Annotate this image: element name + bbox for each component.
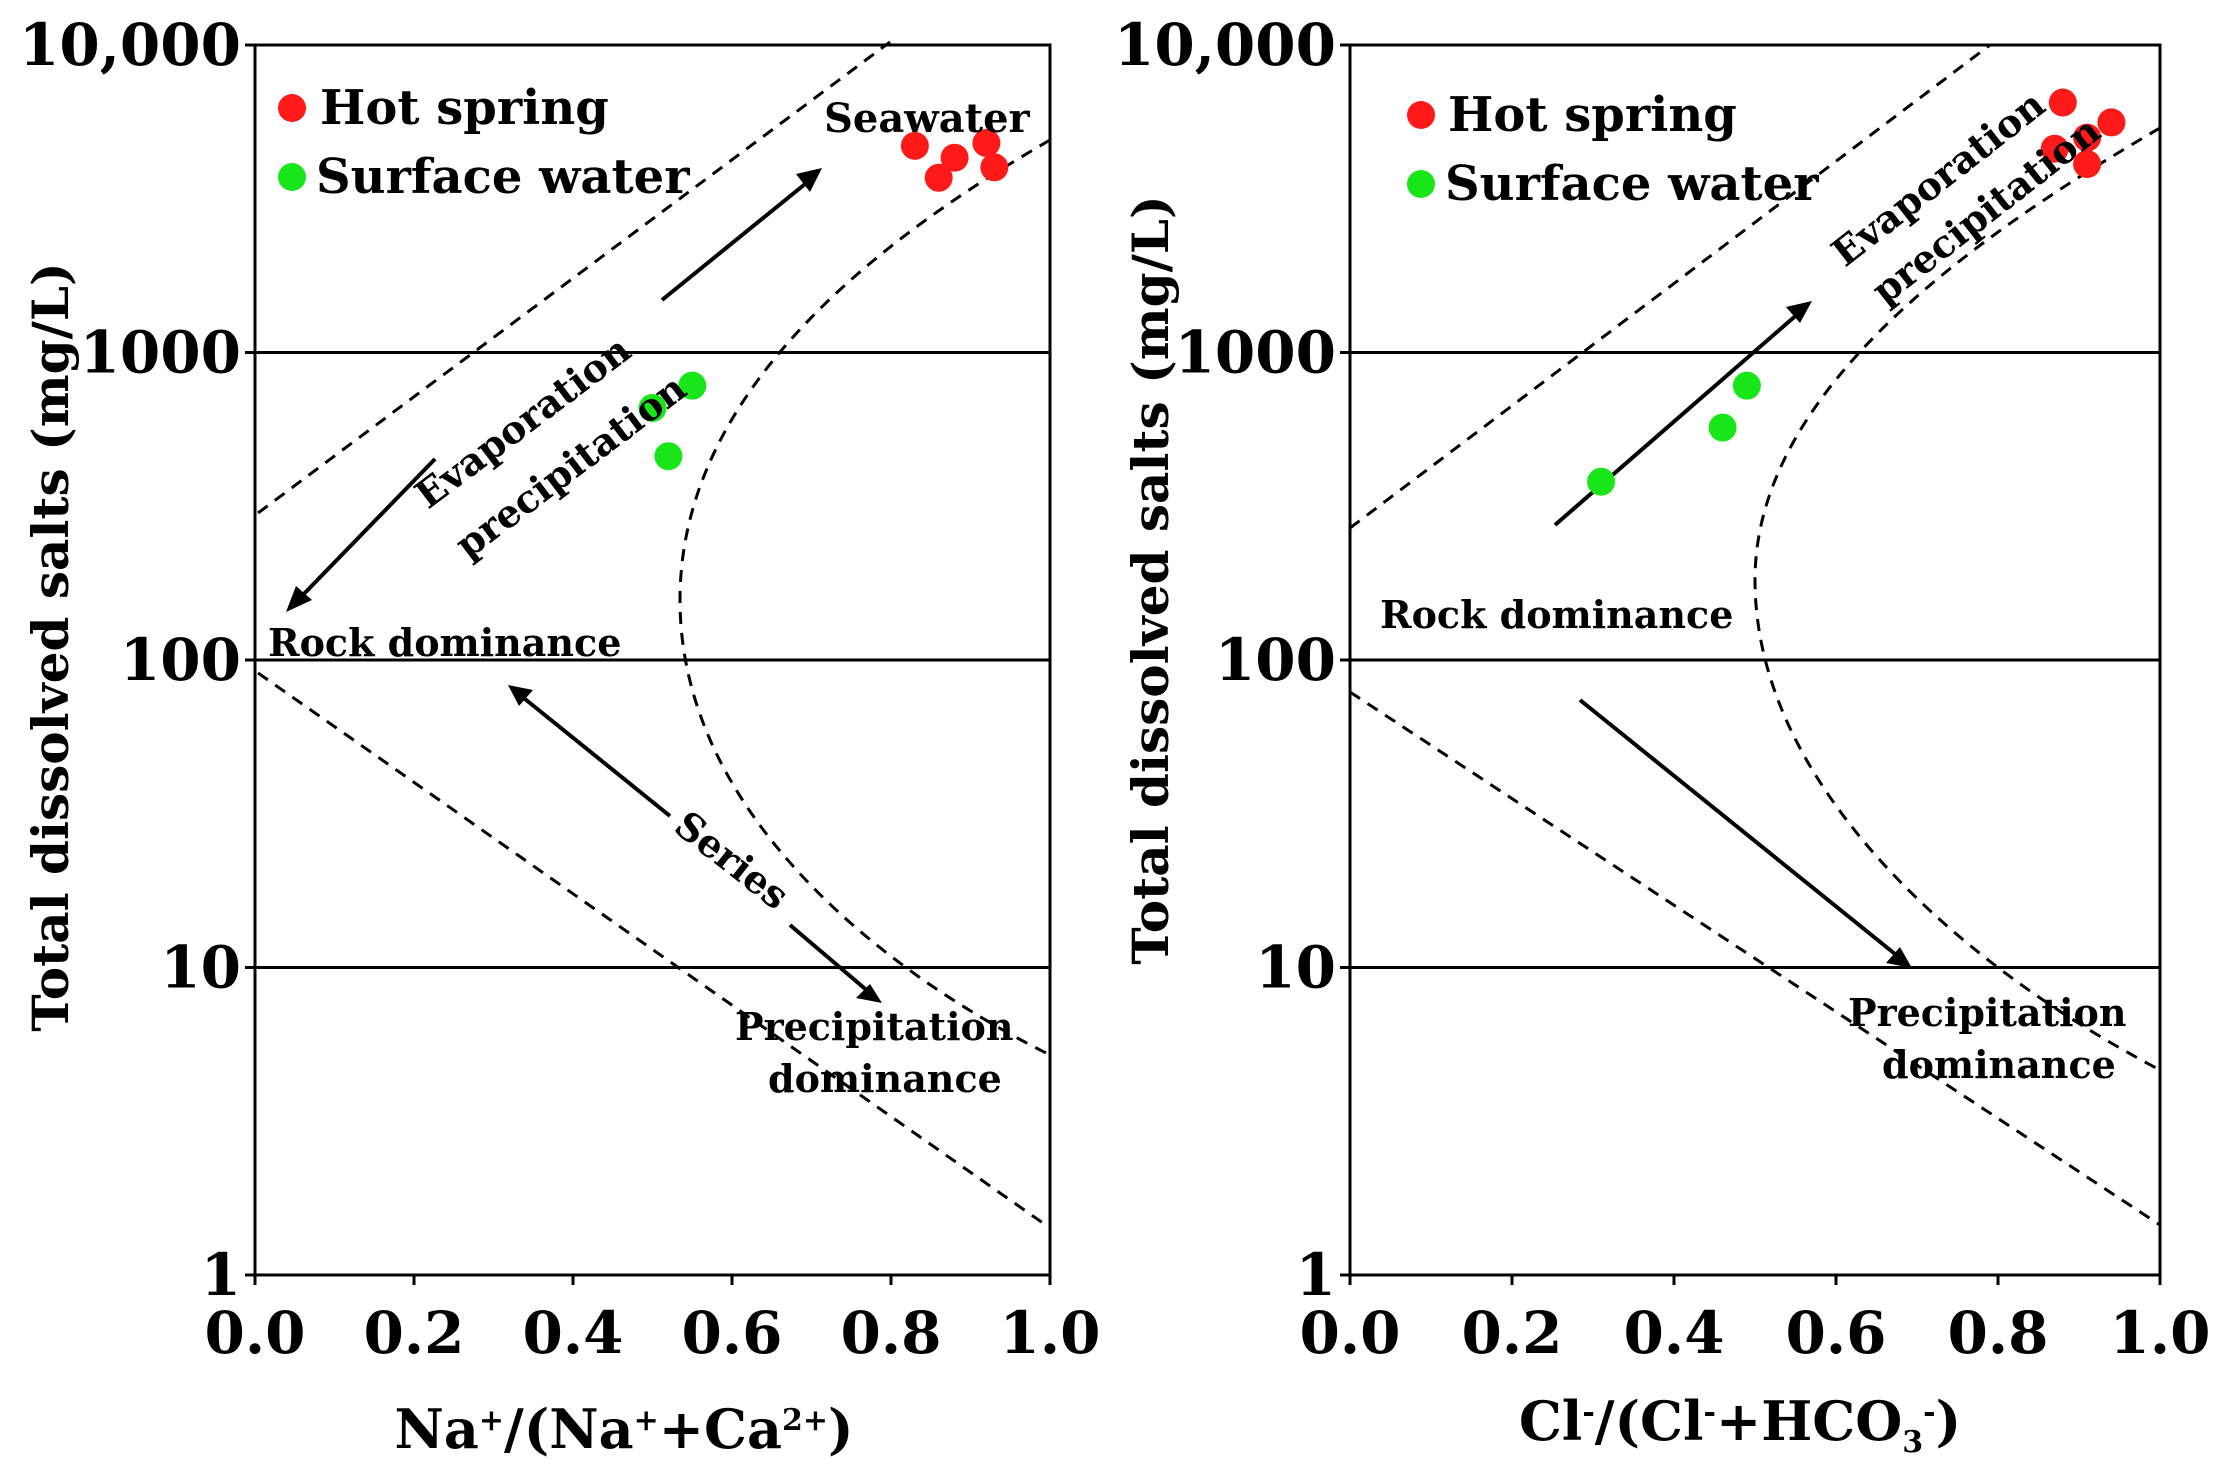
left-arrowhead-up (796, 168, 822, 192)
right-legend-surface-water-marker (1407, 170, 1435, 198)
right-x-tick-label: 0.6 (1786, 1299, 1887, 1367)
left-upper-boundary-line (257, 40, 891, 515)
left-legend-hot-spring-label: Hot spring (320, 80, 609, 136)
left-x-tick-label: 0.6 (682, 1299, 783, 1367)
right-annotation-precipitation-dominance-2: dominance (1882, 1042, 2116, 1087)
left-annotation-series: Series (666, 802, 797, 919)
left-hot-spring-point (900, 131, 929, 160)
left-hot-spring-point (924, 163, 953, 192)
right-inner-boundary-curve (1753, 126, 2161, 1072)
right-legend-surface-water-label: Surface water (1445, 156, 1819, 212)
right-legend: Hot spring Surface water (1407, 87, 1819, 212)
left-legend-surface-water-marker (278, 163, 306, 191)
left-annotation-rock-dominance: Rock dominance (268, 620, 621, 665)
right-surface-water-point (1587, 467, 1616, 496)
left-arrowhead-precip (856, 984, 882, 1003)
left-surface-water-point (654, 442, 683, 471)
left-arrow-series-up (518, 693, 672, 818)
right-x-axis-label: Cl-/(Cl-+HCO3-) (1519, 1389, 1961, 1460)
right-hot-spring-point (2073, 123, 2102, 152)
right-arrow-precipitation-down (1578, 698, 1902, 960)
left-tick-marks (245, 43, 1052, 1285)
right-y-tick-label: 10 (1255, 934, 1336, 1002)
left-hot-spring-point (940, 143, 969, 172)
left-x-axis-label: Na+/(Na++Ca2+) (394, 1397, 853, 1461)
right-surface-water-point (1732, 371, 1761, 400)
right-y-tick-label: 1000 (1175, 319, 1336, 387)
left-lower-boundary-line (257, 671, 1051, 1230)
right-tick-labels: 0.0 0.2 0.4 0.6 0.8 1.0 1 10 100 1000 10,000 (1114, 11, 2210, 1367)
left-annotation-seawater: Seawater (824, 95, 1031, 142)
right-y-axis-label: Total dissolved salts (mg/L) (1121, 195, 1180, 964)
left-envelope-curves (257, 40, 1051, 1230)
right-annotation-precipitation-dominance-1: Precipitation (1848, 990, 2127, 1035)
right-arrowhead-up (1786, 301, 1812, 323)
left-arrowhead-series (508, 685, 533, 706)
left-surface-water-point (678, 371, 707, 400)
right-annotation-rock-dominance: Rock dominance (1380, 592, 1733, 637)
left-y-tick-label: 10 (160, 934, 241, 1002)
left-arrow-evaporation-up (660, 178, 812, 302)
right-reference-lines (1350, 351, 2160, 969)
left-legend-surface-water-label: Surface water (316, 149, 690, 205)
right-x-tick-label: 0.0 (1300, 1299, 1401, 1367)
left-arrow-rock-down (296, 457, 437, 602)
right-surface-water-point (1708, 413, 1737, 442)
left-tick-labels: 0.0 0.2 0.4 0.6 0.8 1.0 1 10 100 1000 10,000 (19, 11, 1100, 1367)
left-x-tick-label: 0.8 (841, 1299, 942, 1367)
left-inner-boundary-curve (678, 138, 1051, 1057)
right-plot-frame (1348, 43, 2162, 1277)
right-x-tick-label: 0.4 (1624, 1299, 1725, 1367)
left-x-tick-label: 0.2 (364, 1299, 465, 1367)
right-y-tick-label: 100 (1215, 626, 1336, 694)
left-y-tick-label: 1000 (80, 319, 241, 387)
right-hot-spring-point (2073, 150, 2102, 179)
right-envelope-curves (1349, 43, 2161, 1227)
left-y-tick-label: 1 (201, 1241, 241, 1309)
left-hot-spring-point (972, 129, 1001, 158)
left-x-tick-label: 0.0 (205, 1299, 306, 1367)
right-hot-spring-point (2097, 108, 2126, 137)
right-x-tick-label: 1.0 (2110, 1299, 2211, 1367)
left-arrow-series-down (788, 923, 872, 995)
right-tick-marks (1340, 43, 2162, 1285)
left-hot-spring-point (980, 153, 1009, 182)
right-data-points (1587, 88, 2126, 496)
right-x-tick-label: 0.2 (1462, 1299, 1563, 1367)
right-y-tick-label: 1 (1296, 1241, 1336, 1309)
left-arrows (286, 168, 882, 1003)
left-arrowhead-down (286, 586, 312, 612)
right-upper-boundary-line (1349, 43, 1991, 530)
left-x-tick-label: 0.4 (523, 1299, 624, 1367)
left-legend: Hot spring Surface water (278, 80, 690, 205)
right-legend-hot-spring-label: Hot spring (1448, 87, 1737, 143)
left-annotation-precipitation-dominance-1: Precipitation (735, 1004, 1014, 1049)
right-chart-panel: 0.0 0.2 0.4 0.6 0.8 1.0 1 10 100 1000 10,000 Total… (1114, 11, 2210, 1460)
right-y-tick-label: 10,000 (1114, 11, 1336, 79)
left-x-tick-label: 1.0 (1000, 1299, 1101, 1367)
right-hot-spring-point (2048, 88, 2077, 117)
left-y-tick-label: 10,000 (19, 11, 241, 79)
right-legend-hot-spring-marker (1407, 101, 1435, 129)
left-reference-lines (255, 351, 1050, 969)
right-x-tick-label: 0.8 (1948, 1299, 2049, 1367)
left-annotation-precipitation-dominance-2: dominance (768, 1056, 1002, 1101)
right-lower-boundary-line (1349, 690, 2161, 1227)
right-hot-spring-point (2040, 134, 2069, 163)
left-y-axis-label: Total dissolved salts (mg/L) (21, 262, 80, 1031)
left-y-tick-label: 100 (120, 626, 241, 694)
left-surface-water-point (638, 393, 667, 422)
left-plot-frame (253, 43, 1052, 1277)
left-data-points (638, 129, 1009, 471)
right-arrowhead-down (1886, 947, 1912, 968)
left-chart-panel: 0.0 0.2 0.4 0.6 0.8 1.0 1 10 100 1000 10,000 Total… (19, 11, 1100, 1461)
left-legend-hot-spring-marker (278, 94, 306, 122)
